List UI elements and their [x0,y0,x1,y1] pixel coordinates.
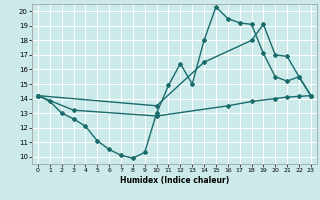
X-axis label: Humidex (Indice chaleur): Humidex (Indice chaleur) [120,176,229,185]
